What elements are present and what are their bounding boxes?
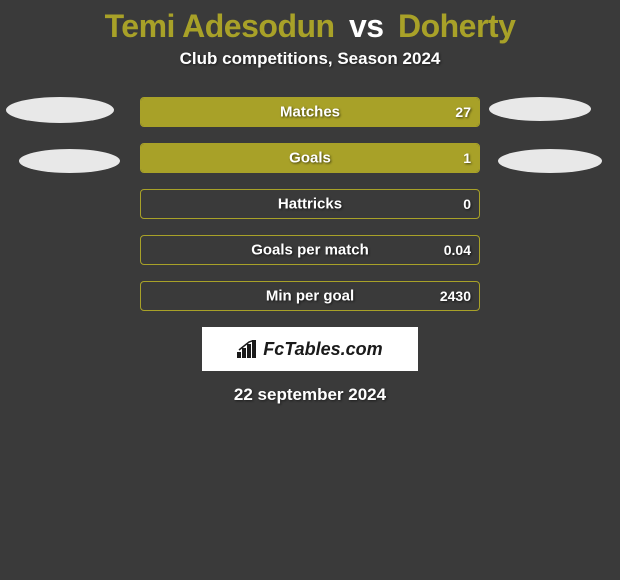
stat-label: Matches: [141, 104, 479, 121]
player2-marker-bottom-icon: [498, 149, 602, 173]
player1-name: Temi Adesodun: [105, 8, 335, 44]
vs-label: vs: [349, 8, 384, 44]
date-label: 22 september 2024: [0, 385, 620, 405]
stat-value-player2: 2430: [440, 288, 471, 304]
stat-row: Hattricks0: [140, 189, 480, 219]
player1-marker-top-icon: [6, 97, 114, 123]
stat-label: Min per goal: [141, 288, 479, 305]
fctables-logo: FcTables.com: [202, 327, 418, 371]
player2-marker-top-icon: [489, 97, 591, 121]
player2-name: Doherty: [398, 8, 515, 44]
stat-label: Hattricks: [141, 196, 479, 213]
stats-area: Matches27 Goals1 Hattricks0 Goals per match…: [0, 97, 620, 311]
stat-row: Matches27: [140, 97, 480, 127]
bar-chart-icon: [237, 340, 259, 358]
stat-row: Goals1: [140, 143, 480, 173]
stat-row: Min per goal2430: [140, 281, 480, 311]
stat-value-player2: 0.04: [444, 242, 471, 258]
comparison-infographic: Temi Adesodun vs Doherty Club competitio…: [0, 0, 620, 405]
logo-tables: Tables: [284, 339, 340, 359]
logo-inner: FcTables.com: [237, 339, 382, 360]
stat-value-player2: 1: [463, 150, 471, 166]
logo-text: FcTables.com: [263, 339, 382, 360]
logo-fc: Fc: [263, 339, 284, 359]
player1-marker-bottom-icon: [19, 149, 120, 173]
subtitle: Club competitions, Season 2024: [0, 49, 620, 97]
logo-com: .com: [341, 339, 383, 359]
stats-list: Matches27 Goals1 Hattricks0 Goals per match…: [0, 97, 620, 311]
stat-label: Goals per match: [141, 242, 479, 259]
page-title: Temi Adesodun vs Doherty: [0, 0, 620, 49]
stat-value-player2: 27: [455, 104, 471, 120]
stat-label: Goals: [141, 150, 479, 167]
stat-value-player2: 0: [463, 196, 471, 212]
stat-row: Goals per match0.04: [140, 235, 480, 265]
